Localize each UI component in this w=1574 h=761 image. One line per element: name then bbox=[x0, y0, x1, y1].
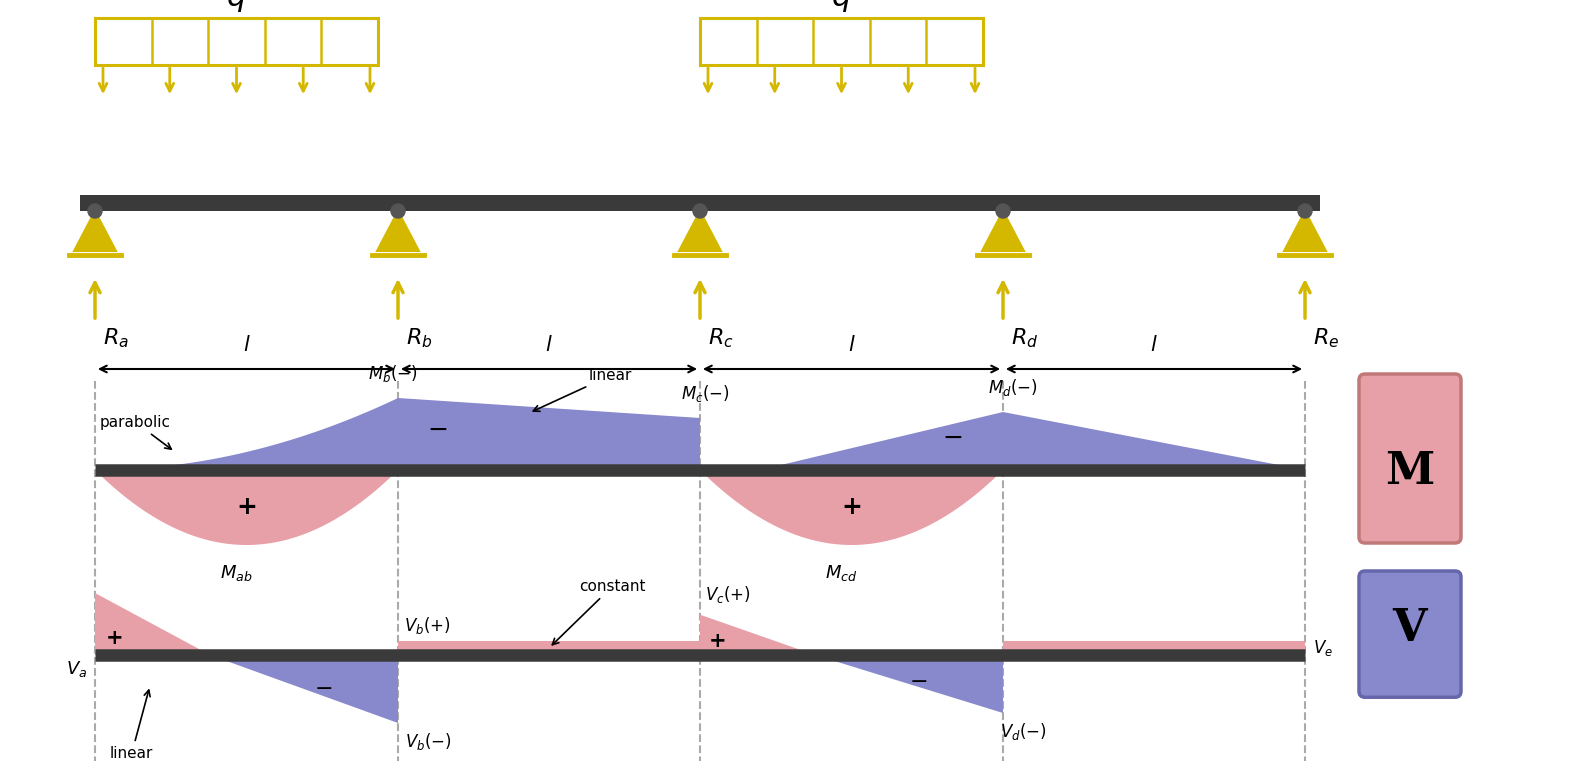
Text: linear: linear bbox=[534, 368, 633, 411]
Polygon shape bbox=[211, 655, 398, 723]
Polygon shape bbox=[1284, 211, 1325, 251]
Text: $M_{cd}$: $M_{cd}$ bbox=[825, 563, 858, 583]
Text: $V_b(-)$: $V_b(-)$ bbox=[405, 731, 452, 752]
Text: $l$: $l$ bbox=[848, 335, 855, 355]
FancyBboxPatch shape bbox=[1358, 571, 1461, 697]
Text: $R_c$: $R_c$ bbox=[708, 326, 733, 349]
Text: q: q bbox=[831, 0, 852, 12]
Bar bbox=[700, 18, 984, 65]
Text: $R_e$: $R_e$ bbox=[1313, 326, 1339, 349]
Text: $l$: $l$ bbox=[242, 335, 250, 355]
Text: $V_a$: $V_a$ bbox=[66, 659, 87, 679]
Bar bbox=[94, 18, 378, 65]
Polygon shape bbox=[94, 593, 211, 655]
Circle shape bbox=[996, 204, 1011, 218]
Bar bbox=[398, 641, 700, 655]
Polygon shape bbox=[94, 398, 700, 470]
Text: $V_c(+)$: $V_c(+)$ bbox=[705, 584, 751, 605]
Text: linear: linear bbox=[110, 690, 153, 761]
Text: M: M bbox=[1385, 450, 1434, 493]
Polygon shape bbox=[760, 412, 1305, 470]
Text: $M_c(-)$: $M_c(-)$ bbox=[680, 383, 729, 404]
Text: $V_b(+)$: $V_b(+)$ bbox=[405, 615, 450, 636]
Polygon shape bbox=[700, 615, 815, 655]
Text: constant: constant bbox=[552, 579, 645, 645]
Polygon shape bbox=[94, 470, 398, 545]
Text: +: + bbox=[841, 495, 863, 520]
Text: $M_{ab}$: $M_{ab}$ bbox=[220, 563, 253, 583]
Circle shape bbox=[693, 204, 707, 218]
FancyBboxPatch shape bbox=[1358, 374, 1461, 543]
Text: +: + bbox=[236, 495, 257, 520]
Text: +: + bbox=[710, 632, 727, 651]
Bar bbox=[1003, 641, 1305, 655]
Text: $M_b(-)$: $M_b(-)$ bbox=[368, 363, 417, 384]
Text: q: q bbox=[227, 0, 246, 12]
Text: $M_d(-)$: $M_d(-)$ bbox=[988, 377, 1037, 398]
Text: parabolic: parabolic bbox=[101, 415, 172, 449]
Polygon shape bbox=[74, 211, 116, 251]
Circle shape bbox=[390, 204, 405, 218]
Text: $l$: $l$ bbox=[1151, 335, 1158, 355]
Text: $l$: $l$ bbox=[545, 335, 552, 355]
Text: −: − bbox=[943, 426, 963, 450]
Circle shape bbox=[88, 204, 102, 218]
Text: −: − bbox=[315, 679, 334, 699]
Polygon shape bbox=[678, 211, 721, 251]
Polygon shape bbox=[982, 211, 1025, 251]
Text: $R_d$: $R_d$ bbox=[1011, 326, 1039, 349]
Text: $V_e$: $V_e$ bbox=[1313, 638, 1333, 658]
Text: $R_b$: $R_b$ bbox=[406, 326, 433, 349]
Text: +: + bbox=[105, 628, 124, 648]
Polygon shape bbox=[815, 655, 1003, 713]
Polygon shape bbox=[378, 211, 419, 251]
Text: −: − bbox=[428, 419, 449, 442]
Text: $R_a$: $R_a$ bbox=[102, 326, 129, 349]
Circle shape bbox=[1299, 204, 1313, 218]
Text: V: V bbox=[1393, 607, 1428, 650]
Text: $V_d(-)$: $V_d(-)$ bbox=[999, 721, 1047, 742]
Polygon shape bbox=[700, 470, 1003, 545]
Bar bbox=[80, 195, 1321, 211]
Text: −: − bbox=[910, 672, 929, 693]
